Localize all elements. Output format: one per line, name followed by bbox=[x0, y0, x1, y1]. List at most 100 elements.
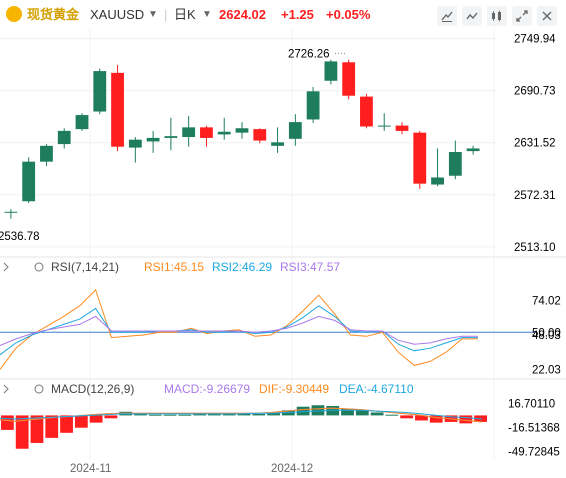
price-axis-label: 2749.94 bbox=[514, 34, 556, 46]
macd-histogram-bar[interactable] bbox=[459, 415, 473, 424]
macd-histogram-bar[interactable] bbox=[193, 413, 207, 416]
macd-histogram-bar[interactable] bbox=[60, 415, 73, 433]
rsi-line-rsi2 bbox=[0, 305, 478, 356]
macd-histogram-bar[interactable] bbox=[429, 415, 443, 423]
candle-body[interactable] bbox=[360, 96, 373, 127]
rsi-legend-rsi2: RSI2:46.29 bbox=[212, 260, 272, 274]
candle-body[interactable] bbox=[111, 72, 124, 147]
rsi-legend-rsi3: RSI3:47.57 bbox=[280, 260, 340, 274]
rsi-axis-label: 74.02 bbox=[532, 296, 561, 308]
line-draw-icon[interactable] bbox=[437, 6, 457, 26]
candle-body[interactable] bbox=[75, 115, 89, 130]
macd-histogram-bar[interactable] bbox=[341, 408, 354, 416]
price-panel[interactable]: 2749.94 2690.73 2631.52 2572.31 2513.10 2726.… bbox=[0, 34, 556, 254]
candle-body[interactable] bbox=[93, 71, 107, 112]
rsi-title: RSI(7,14,21) bbox=[51, 260, 119, 274]
candle-body[interactable] bbox=[217, 131, 231, 135]
macd-legend-dea: DEA:-4.67110 bbox=[339, 382, 414, 396]
settings-icon[interactable] bbox=[34, 262, 44, 272]
collapse-icon[interactable] bbox=[3, 384, 9, 394]
macd-histogram-bar[interactable] bbox=[237, 413, 251, 416]
ruler-icon[interactable] bbox=[487, 6, 507, 26]
macd-histogram-bar[interactable] bbox=[148, 414, 162, 416]
candle-body[interactable] bbox=[128, 139, 142, 148]
high-price-annotation: 2726.26 bbox=[288, 48, 330, 60]
candle-body[interactable] bbox=[306, 91, 320, 120]
candle-body[interactable] bbox=[413, 132, 427, 184]
macd-histogram-bar[interactable] bbox=[296, 406, 310, 416]
rsi-legend-rsi1: RSI1:45.15 bbox=[144, 260, 204, 274]
symbol-selector[interactable]: XAUUSD bbox=[90, 7, 145, 22]
candle-body[interactable] bbox=[466, 148, 480, 152]
candle-body[interactable] bbox=[253, 129, 267, 141]
gold-coin-icon bbox=[6, 6, 22, 22]
macd-histogram-bar[interactable] bbox=[208, 413, 221, 416]
candle-body[interactable] bbox=[235, 128, 249, 133]
macd-title: MACD(12,26,9) bbox=[51, 382, 134, 396]
close-icon[interactable] bbox=[537, 6, 557, 26]
candle-body[interactable] bbox=[324, 61, 338, 81]
macd-histogram-bar[interactable] bbox=[89, 415, 103, 423]
candle-body[interactable] bbox=[57, 130, 71, 145]
macd-histogram-bar[interactable] bbox=[104, 415, 118, 419]
macd-histogram-bar[interactable] bbox=[355, 410, 369, 416]
price-axis-label: 2572.31 bbox=[514, 190, 556, 202]
macd-histogram-bar[interactable] bbox=[45, 415, 59, 438]
macd-histogram-bar[interactable] bbox=[400, 415, 414, 419]
candle-body[interactable] bbox=[146, 137, 160, 142]
fullscreen-icon[interactable] bbox=[512, 6, 532, 26]
candle-body[interactable] bbox=[4, 211, 18, 213]
macd-histogram-bar[interactable] bbox=[134, 413, 147, 416]
candle-body[interactable] bbox=[271, 142, 284, 146]
macd-legend-dif: DIF:-9.30449 bbox=[259, 382, 329, 396]
candle-body[interactable] bbox=[164, 136, 178, 138]
grid-lines bbox=[0, 28, 566, 460]
macd-histogram-bar[interactable] bbox=[178, 414, 192, 416]
candle-body[interactable] bbox=[182, 127, 196, 138]
macd-axis-label: 16.70110 bbox=[508, 398, 555, 410]
rsi-axis-label: 50.00 bbox=[532, 327, 561, 339]
macd-histogram-bar[interactable] bbox=[311, 405, 325, 416]
x-axis-label: 2024-12 bbox=[271, 463, 313, 475]
candle-body[interactable] bbox=[377, 125, 391, 127]
x-axis: 2024-11 2024-12 bbox=[70, 463, 313, 475]
macd-histogram-bar[interactable] bbox=[415, 415, 428, 421]
macd-panel[interactable]: 16.70110 -16.51368 -49.72845 MACD(12,26,9) M… bbox=[0, 382, 560, 458]
low-price-annotation: 2536.78 bbox=[0, 231, 40, 243]
candle-body[interactable] bbox=[22, 161, 36, 202]
macd-histogram-bar[interactable] bbox=[370, 412, 384, 416]
candle-body[interactable] bbox=[200, 127, 213, 138]
price-change: +1.25 bbox=[281, 7, 314, 22]
instrument-name[interactable]: 现货黄金 bbox=[27, 7, 80, 22]
macd-axis-label: -49.72845 bbox=[508, 446, 560, 458]
rsi-line-rsi3 bbox=[0, 315, 478, 346]
price-axis-label: 2631.52 bbox=[514, 138, 556, 150]
macd-histogram-bar[interactable] bbox=[74, 415, 88, 428]
macd-histogram-bar[interactable] bbox=[252, 413, 266, 416]
timeframe-selector[interactable]: 日K bbox=[174, 7, 196, 22]
x-axis-label: 2024-11 bbox=[70, 463, 111, 475]
candle-body[interactable] bbox=[342, 62, 356, 96]
candle-body[interactable] bbox=[448, 151, 462, 176]
chevron-down-icon[interactable]: ▼ bbox=[148, 9, 158, 20]
macd-histogram-bar[interactable] bbox=[267, 413, 280, 416]
macd-histogram-bar[interactable] bbox=[163, 414, 177, 416]
collapse-icon[interactable] bbox=[3, 262, 9, 272]
macd-histogram-bar[interactable] bbox=[385, 414, 399, 416]
price-axis-label: 2513.10 bbox=[514, 242, 556, 254]
candle-body[interactable] bbox=[40, 145, 53, 162]
settings-icon[interactable] bbox=[34, 384, 44, 394]
indicator-icon[interactable] bbox=[462, 6, 482, 26]
candle-body[interactable] bbox=[288, 122, 302, 139]
macd-histogram-bar[interactable] bbox=[222, 413, 236, 416]
rsi-line-rsi1 bbox=[0, 288, 478, 370]
macd-histogram-bar[interactable] bbox=[30, 415, 44, 443]
macd-histogram-bar[interactable] bbox=[1, 415, 14, 430]
macd-histogram-bar[interactable] bbox=[15, 415, 29, 449]
macd-axis-label: -16.51368 bbox=[508, 422, 560, 434]
candle-body[interactable] bbox=[431, 177, 444, 185]
candle-body[interactable] bbox=[395, 125, 409, 131]
chevron-down-icon[interactable]: ▼ bbox=[202, 9, 212, 20]
